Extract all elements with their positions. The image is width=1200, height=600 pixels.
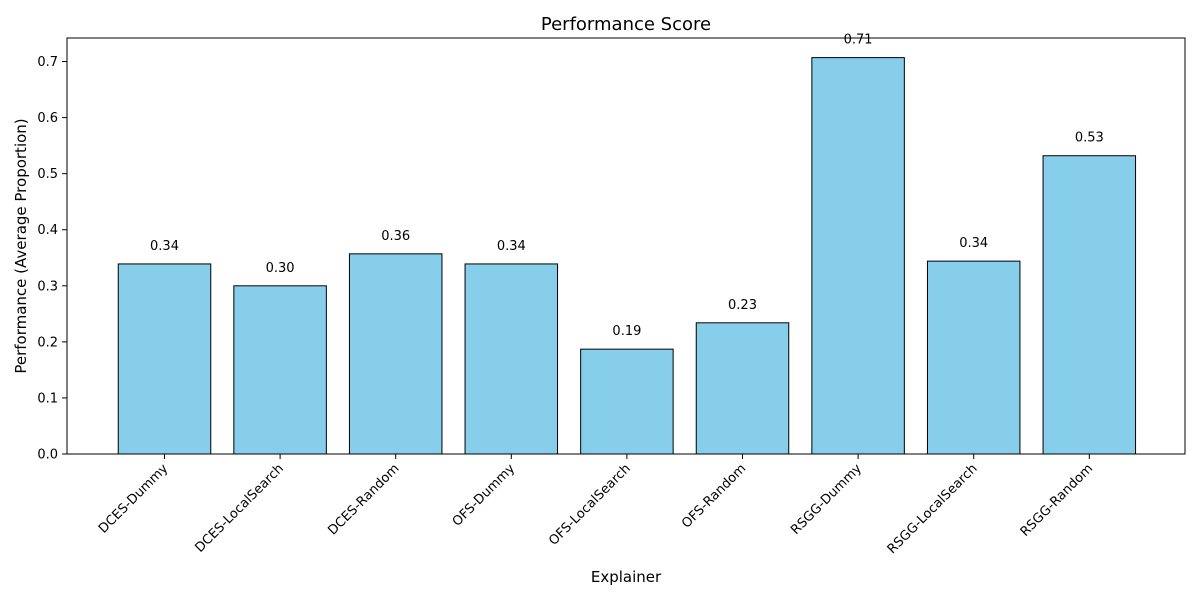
- y-tick-label: 0.4: [37, 223, 58, 238]
- y-tick-label: 0.3: [37, 279, 58, 294]
- x-tick-label: DCES-Random: [325, 461, 402, 538]
- data-label: 0.36: [381, 229, 410, 244]
- x-tick-label: RSGG-LocalSearch: [885, 461, 981, 557]
- x-axis-label: Explainer: [591, 568, 662, 586]
- x-tick-label: RSGG-Dummy: [788, 461, 865, 538]
- bar-dces-localsearch: [233, 285, 327, 455]
- bar-dces-dummy: [117, 263, 212, 455]
- data-label: 0.71: [844, 33, 873, 48]
- bar-ofs-localsearch: [580, 348, 674, 455]
- bar-rsgg-random: [1042, 155, 1137, 455]
- bar-dces-random: [348, 253, 443, 455]
- y-tick-label: 0.5: [37, 167, 58, 182]
- data-label: 0.34: [497, 239, 526, 254]
- x-tick-label: OFS-Random: [679, 461, 749, 531]
- x-tick-label: DCES-Dummy: [96, 461, 172, 537]
- data-label: 0.53: [1075, 131, 1104, 146]
- data-label: 0.34: [150, 239, 179, 254]
- x-tick-label: DCES-LocalSearch: [192, 461, 286, 555]
- chart-title: Performance Score: [541, 14, 711, 35]
- y-tick-label: 0.2: [37, 335, 58, 350]
- y-tick-label: 0.0: [37, 448, 58, 463]
- data-label: 0.34: [959, 236, 988, 251]
- data-label: 0.23: [728, 298, 757, 313]
- y-axis: 0.0 0.1 0.2 0.3 0.4 0.5 0.6 0.7: [37, 55, 67, 463]
- bar-ofs-dummy: [464, 263, 559, 455]
- y-tick-label: 0.1: [37, 391, 58, 406]
- y-tick-label: 0.6: [37, 111, 58, 126]
- bars-group: [117, 57, 1137, 455]
- x-tick-label: OFS-Dummy: [450, 461, 519, 530]
- bar-rsgg-dummy: [811, 57, 905, 455]
- y-tick-label: 0.7: [37, 55, 58, 70]
- x-tick-label: OFS-LocalSearch: [546, 461, 634, 549]
- x-axis: DCES-Dummy DCES-LocalSearch DCES-Random OFS…: [96, 454, 1096, 557]
- x-tick-label: RSGG-Random: [1018, 461, 1096, 539]
- data-label: 0.19: [612, 324, 641, 339]
- data-label: 0.30: [266, 261, 295, 276]
- bar-ofs-random: [695, 322, 790, 455]
- y-axis-label: Performance (Average Proportion): [12, 118, 30, 373]
- data-labels-group: 0.34 0.30 0.36 0.34 0.19 0.23 0.71 0.34 0.53: [150, 33, 1104, 340]
- bar-rsgg-localsearch: [926, 260, 1021, 455]
- plot-frame: [66, 37, 1186, 455]
